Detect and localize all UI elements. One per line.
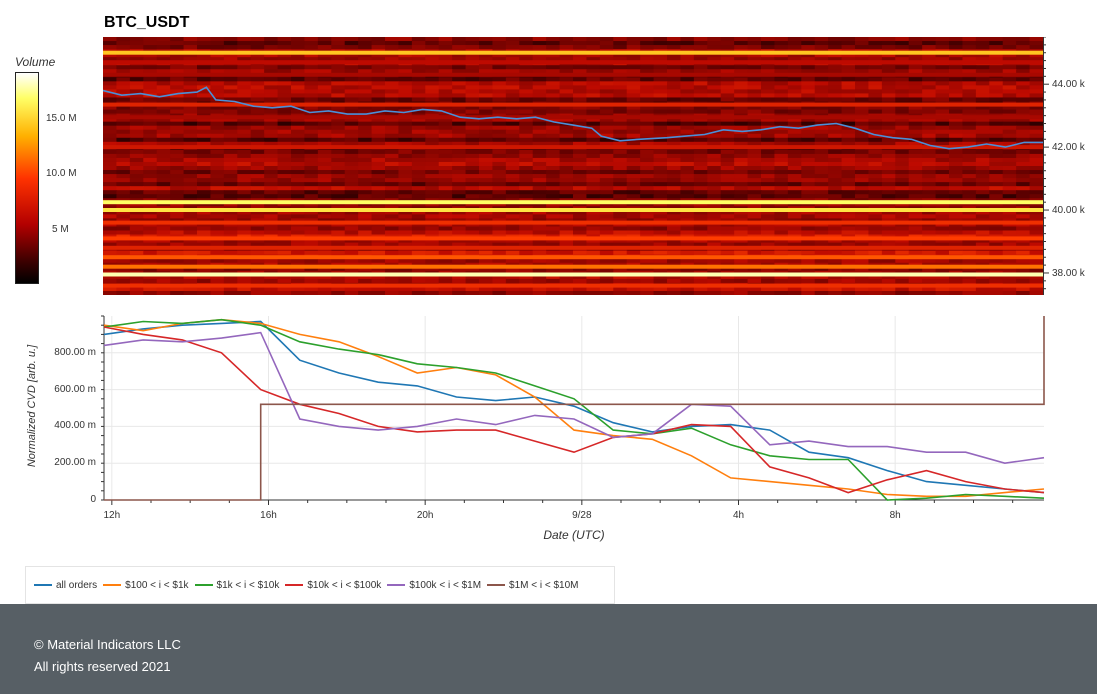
legend-swatch [103, 584, 122, 586]
series-line [103, 331, 1045, 465]
x-tick-label: 20h [417, 510, 434, 521]
series-line [103, 326, 1045, 494]
legend-label: $10k < i < $100k [307, 579, 382, 591]
liquidity-band [103, 208, 1043, 212]
liquidity-band [103, 145, 1043, 150]
liquidity-band [103, 236, 1043, 241]
legend-item[interactable]: $1M < i < $10M [487, 579, 579, 591]
liquidity-band [103, 102, 1043, 107]
price-line [103, 86, 1043, 150]
legend-item[interactable]: $100k < i < $1M [387, 580, 481, 591]
legend-label: $100 < i < $1k [125, 579, 189, 591]
chart-title: BTC_USDT [104, 14, 190, 31]
series-line [103, 318, 1045, 498]
cvd-chart[interactable]: 12h 16h 20h 9/28 4h 8h [100, 312, 1050, 557]
price-tick-label: 38.00 k [1052, 268, 1086, 279]
series-line [104, 316, 1045, 501]
x-tick-label: 8h [890, 510, 901, 521]
y-tick-label: 600.00 m [54, 383, 96, 395]
legend-swatch [487, 584, 506, 586]
colorbar-tick: 5 M [52, 224, 69, 235]
x-tick-label: 9/28 [572, 510, 592, 521]
colorbar-tick: 15.0 M [46, 113, 77, 124]
price-axis: 44.00 k 42.00 k 40.00 k 38.00 k [1043, 37, 1086, 295]
legend-label: $100k < i < $1M [409, 579, 482, 591]
y-tick-label: 800.00 m [54, 346, 96, 358]
legend-swatch [387, 584, 406, 586]
legend-swatch [34, 584, 52, 586]
liquidity-band [103, 60, 1043, 65]
x-tick-label: 16h [260, 510, 277, 521]
liquidity-band [103, 264, 1043, 269]
series-line [103, 318, 1045, 501]
legend-swatch [194, 584, 213, 586]
liquidity-band [103, 245, 1043, 250]
footer-copyright: © Material Indicators LLC [34, 637, 181, 652]
y-tick-label: 0 [90, 494, 96, 505]
colorbar-title: Volume [15, 55, 56, 69]
legend-label: $1M < i < $10M [509, 579, 579, 591]
y-axis-title: Normalized CVD [arb. u.] [26, 344, 38, 468]
footer-rights: All rights reserved 2021 [34, 659, 171, 674]
price-tick-label: 42.00 k [1052, 142, 1086, 153]
liquidity-band [103, 272, 1043, 277]
price-tick-label: 44.00 k [1052, 79, 1086, 90]
liquidity-band [103, 72, 1043, 77]
legend-label: all orders [56, 579, 98, 591]
legend-item[interactable]: $10k < i < $100k [285, 580, 381, 591]
y-tick-label: 400.00 m [54, 420, 96, 432]
liquidity-band [103, 115, 1043, 120]
colorbar-tick: 10.0 M [46, 168, 77, 179]
legend-item[interactable]: $100 < i < $1k [103, 579, 189, 591]
liquidity-band [103, 283, 1043, 288]
legend-item[interactable]: all orders [34, 580, 97, 591]
legend: all orders $100 < i < $1k $1k < i < $10k… [25, 566, 615, 604]
y-tick-label: 200.00 m [54, 457, 96, 469]
x-axis-title: Date (UTC) [543, 528, 605, 542]
legend-item[interactable]: $1k < i < $10k [194, 579, 280, 591]
legend-label: $1k < i < $10k [216, 579, 280, 591]
colorbar [15, 72, 39, 284]
liquidity-band [103, 50, 1043, 55]
x-tick-label: 12h [103, 510, 120, 521]
footer: © Material Indicators LLC All rights res… [0, 604, 1097, 694]
price-tick-label: 40.00 k [1052, 205, 1086, 216]
liquidity-band [103, 220, 1043, 225]
orderbook-heatmap[interactable] [103, 37, 1043, 295]
legend-swatch [285, 584, 304, 586]
liquidity-band [103, 255, 1043, 260]
liquidity-band [103, 200, 1043, 205]
series-line [103, 320, 1045, 494]
x-tick-label: 4h [733, 510, 744, 521]
